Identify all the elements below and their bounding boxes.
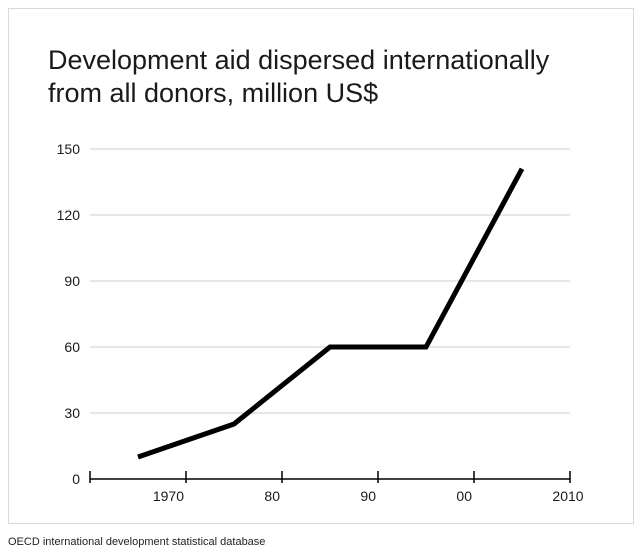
y-tick-label-0: 0 — [72, 471, 80, 487]
source-note: OECD international development statistic… — [8, 536, 266, 548]
x-tick-label-2010: 2010 — [552, 488, 583, 504]
chart-title: Development aid dispersed internationall… — [48, 45, 550, 108]
x-tick-label-1980: 80 — [264, 488, 280, 504]
y-tick-label-120: 120 — [57, 207, 81, 223]
series-line-0 — [137, 167, 525, 460]
y-tick-label-90: 90 — [64, 273, 80, 289]
x-tick-label-1990: 90 — [360, 488, 376, 504]
axes — [89, 471, 571, 483]
x-tick-label-2000: 00 — [456, 488, 472, 504]
y-tick-label-60: 60 — [64, 339, 80, 355]
x-tick-labels: 1970 80 90 00 2010 — [153, 488, 584, 504]
x-tick-label-1970: 1970 — [153, 488, 184, 504]
y-tick-label-150: 150 — [57, 141, 81, 157]
chart-frame — [8, 8, 634, 524]
y-tick-labels: 0 30 60 90 120 150 — [57, 141, 81, 487]
series-lines — [137, 167, 525, 460]
gridlines — [90, 148, 570, 414]
y-tick-label-30: 30 — [64, 405, 80, 421]
